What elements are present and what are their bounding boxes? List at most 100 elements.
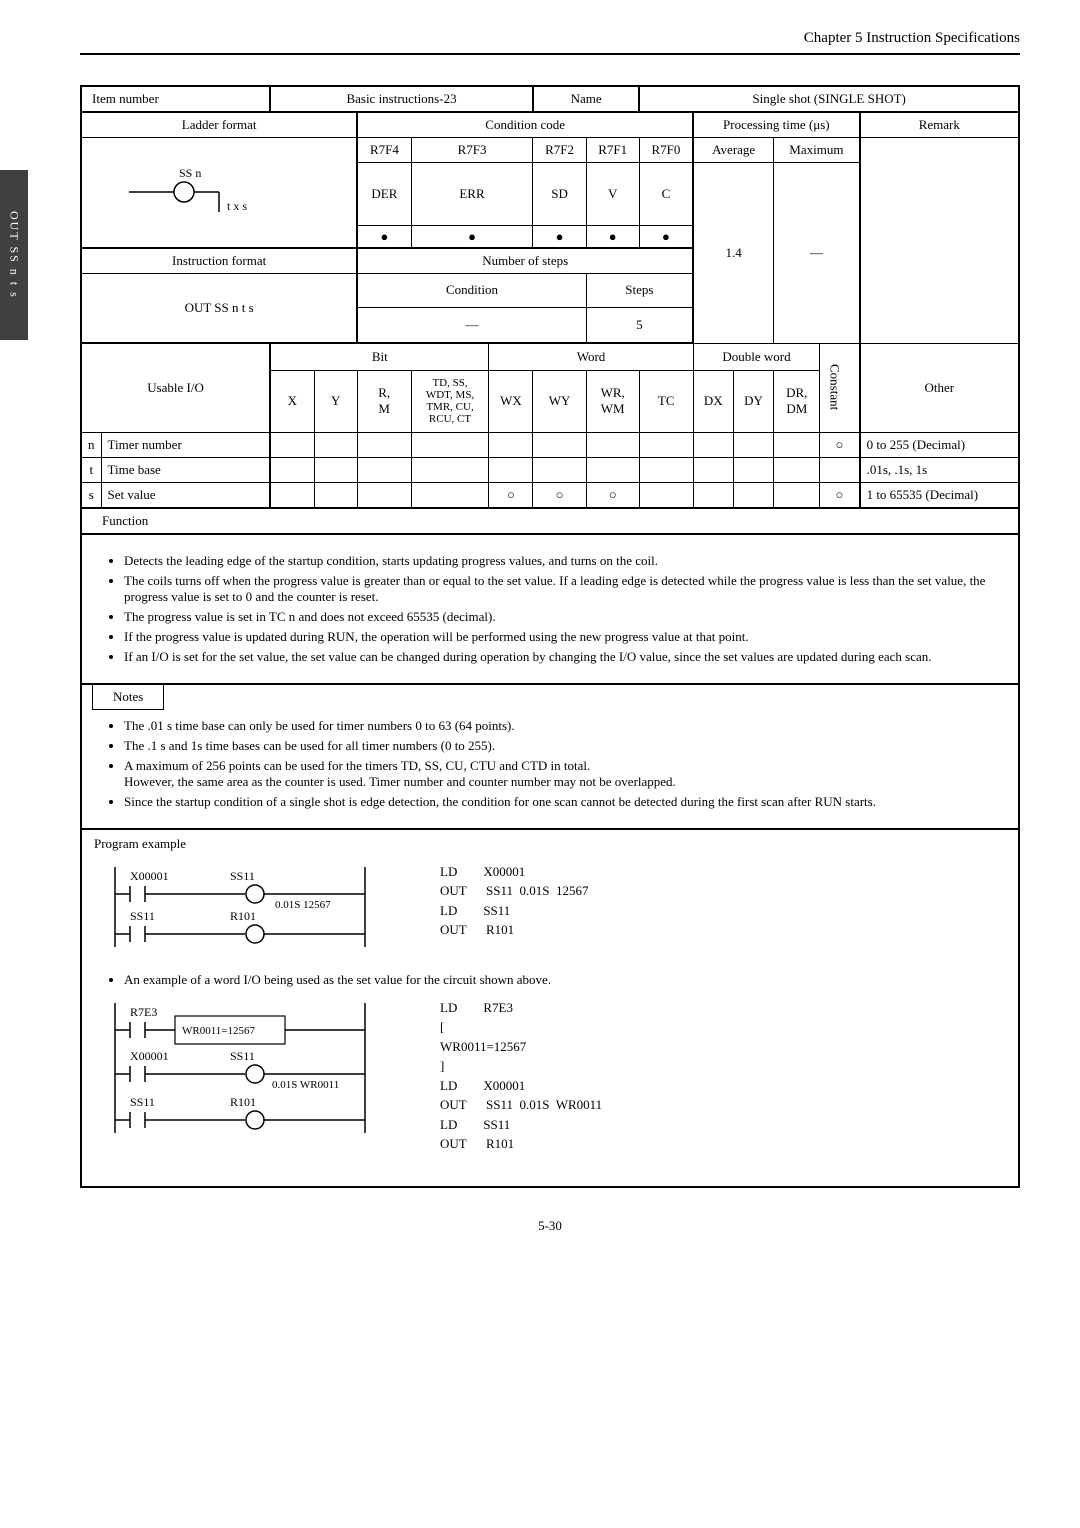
row-s-other: 1 to 65535 (Decimal) <box>860 482 1019 508</box>
dot2: ● <box>411 225 533 248</box>
avg-val: 1.4 <box>693 163 774 344</box>
svg-text:X00001: X00001 <box>130 1049 169 1063</box>
row-n-const: ○ <box>820 432 860 457</box>
prog-ex-label: Program example <box>94 836 1000 852</box>
fn-bullet: The coils turns off when the progress va… <box>124 573 1000 605</box>
fn-bullet: Detects the leading edge of the startup … <box>124 553 1000 569</box>
v: V <box>586 163 639 226</box>
code-block-2: LD R7E3 [ WR0011=12567 ] LD X00001 OUT S… <box>440 998 602 1154</box>
item-number-label: Item number <box>81 86 270 112</box>
cond-val: — <box>357 308 586 343</box>
number-of-steps-label: Number of steps <box>357 248 693 274</box>
r7f3: R7F3 <box>411 138 533 163</box>
col-wy: WY <box>533 371 586 433</box>
note-bullet: The .1 s and 1s time bases can be used f… <box>124 738 1000 754</box>
word-label: Word <box>489 343 693 371</box>
avg-label: Average <box>693 138 774 163</box>
code-block-1: LD X00001 OUT SS11 0.01S 12567 LD SS11 O… <box>440 862 588 940</box>
r7f4: R7F4 <box>357 138 411 163</box>
other-label: Other <box>860 343 1019 432</box>
usable-io-label: Usable I/O <box>81 343 270 432</box>
function-section: Detects the leading edge of the startup … <box>80 535 1020 685</box>
steps-label: Steps <box>586 273 693 308</box>
constant-label: Constant <box>820 343 860 432</box>
sd: SD <box>533 163 586 226</box>
fn-bullet: The progress value is set in TC n and do… <box>124 609 1000 625</box>
page-number: 5-30 <box>80 1218 1020 1234</box>
ladder-format-label: Ladder format <box>81 112 357 138</box>
row-s-wy: ○ <box>533 482 586 508</box>
ladder-prog1: X00001 SS11 0.01S 12567 SS11 R101 <box>100 862 380 952</box>
r7f0: R7F0 <box>639 138 693 163</box>
side-tab: OUT SS n t s <box>0 170 28 340</box>
col-wx: WX <box>489 371 533 433</box>
row-n-desc: Timer number <box>101 432 270 457</box>
svg-text:R101: R101 <box>230 1095 256 1109</box>
ladder-diagram-1: SS n t x s <box>81 138 357 248</box>
condition-label: Condition <box>357 273 586 308</box>
out-ss-cell: OUT SS n t s <box>81 273 357 343</box>
col-x: X <box>270 371 314 433</box>
note-bullet: Since the startup condition of a single … <box>124 794 1000 810</box>
name-value: Single shot (SINGLE SHOT) <box>639 86 1019 112</box>
ladder-ssn: SS n <box>179 166 201 180</box>
note-bullet: A maximum of 256 points can be used for … <box>124 758 1000 790</box>
dword-label: Double word <box>693 343 820 371</box>
svg-text:0.01S 12567: 0.01S 12567 <box>275 899 331 911</box>
svg-text:SS11: SS11 <box>230 869 255 883</box>
function-list: Detects the leading edge of the startup … <box>100 553 1000 665</box>
r7f2: R7F2 <box>533 138 586 163</box>
dot3: ● <box>533 225 586 248</box>
svg-text:SS11: SS11 <box>230 1049 255 1063</box>
prog-note: An example of a word I/O being used as t… <box>124 972 1000 988</box>
condition-code-label: Condition code <box>357 112 693 138</box>
spec-table: Item number Basic instructions-23 Name S… <box>80 85 1020 535</box>
svg-text:R101: R101 <box>230 909 256 923</box>
row-s-wr: ○ <box>586 482 639 508</box>
function-label: Function <box>81 508 1019 534</box>
processing-time-label: Processing time (μs) <box>693 112 859 138</box>
col-rm: R, M <box>357 371 411 433</box>
c: C <box>639 163 693 226</box>
basic-instr: Basic instructions-23 <box>270 86 533 112</box>
name-label: Name <box>533 86 639 112</box>
row-s-desc: Set value <box>101 482 270 508</box>
row-s-label: s <box>81 482 101 508</box>
ladder-txs: t x s <box>227 199 247 213</box>
program-example-section: Program example X00001 SS11 0.01S 12567 <box>80 830 1020 1188</box>
row-s-wx: ○ <box>489 482 533 508</box>
row-s-const: ○ <box>820 482 860 508</box>
max-val: — <box>774 163 860 344</box>
r7f1: R7F1 <box>586 138 639 163</box>
svg-text:SS11: SS11 <box>130 909 155 923</box>
err: ERR <box>411 163 533 226</box>
note-bullet: The .01 s time base can only be used for… <box>124 718 1000 734</box>
svg-text:0.01S WR0011: 0.01S WR0011 <box>272 1079 339 1091</box>
ladder-prog2: R7E3 WR0011=12567 X00001 SS11 <box>100 998 380 1138</box>
steps-val: 5 <box>586 308 693 343</box>
svg-text:R7E3: R7E3 <box>130 1005 157 1019</box>
dot1: ● <box>357 225 411 248</box>
instruction-format-label: Instruction format <box>81 248 357 274</box>
row-t-other: .01s, .1s, 1s <box>860 457 1019 482</box>
notes-section: Notes The .01 s time base can only be us… <box>80 685 1020 830</box>
dot5: ● <box>639 225 693 248</box>
row-n-other: 0 to 255 (Decimal) <box>860 432 1019 457</box>
chapter-header: Chapter 5 Instruction Specifications <box>80 30 1020 55</box>
svg-text:X00001: X00001 <box>130 869 169 883</box>
col-dx: DX <box>693 371 733 433</box>
row-n-label: n <box>81 432 101 457</box>
fn-bullet: If an I/O is set for the set value, the … <box>124 649 1000 665</box>
col-td: TD, SS, WDT, MS, TMR, CU, RCU, CT <box>411 371 489 433</box>
row-t-label: t <box>81 457 101 482</box>
der: DER <box>357 163 411 226</box>
dot4: ● <box>586 225 639 248</box>
fn-bullet: If the progress value is updated during … <box>124 629 1000 645</box>
remark-empty <box>860 138 1019 344</box>
notes-label: Notes <box>92 685 164 710</box>
col-dy: DY <box>733 371 773 433</box>
max-label: Maximum <box>774 138 860 163</box>
remark-label: Remark <box>860 112 1019 138</box>
col-y: Y <box>314 371 357 433</box>
col-wrwm: WR, WM <box>586 371 639 433</box>
